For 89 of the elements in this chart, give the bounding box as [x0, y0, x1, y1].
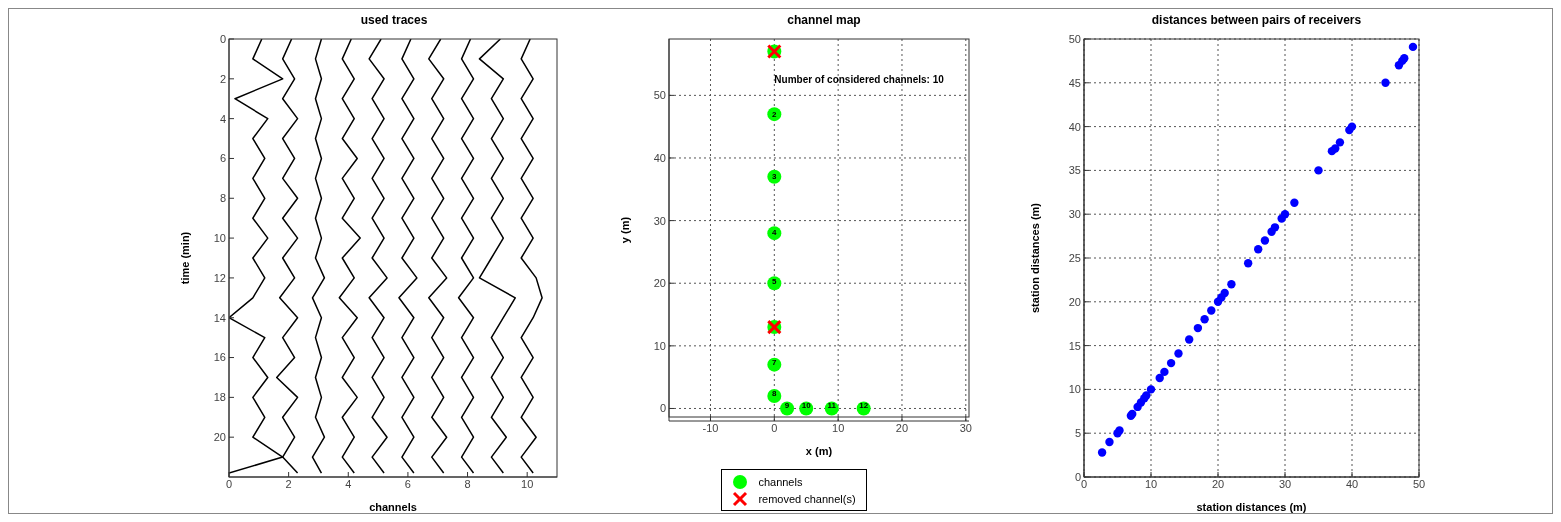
point [1200, 315, 1209, 324]
y-tick-label: 16 [213, 351, 226, 364]
point [1243, 259, 1253, 268]
y-tick-label: 10 [653, 339, 666, 352]
y-tick-label: 30 [1068, 208, 1081, 221]
y-tick-label: 0 [659, 402, 666, 415]
annotation: 8 [772, 388, 778, 398]
x-tick-label: 20 [895, 421, 909, 434]
x-axis-title: x (m) [805, 445, 833, 457]
annotation: 2 [772, 109, 778, 119]
y-tick-label: 8 [219, 192, 226, 205]
point [1174, 349, 1183, 358]
chart-title: distances between pairs of receivers [1150, 12, 1363, 29]
y-tick-label: 15 [1068, 339, 1081, 352]
x-tick-label: 20 [1211, 477, 1225, 490]
x-tick-label: 30 [959, 421, 972, 434]
y-tick-label: 50 [653, 89, 666, 102]
point [1290, 198, 1299, 208]
point [1227, 280, 1236, 289]
y-tick-label: 2 [219, 72, 226, 85]
point [1193, 323, 1203, 333]
point [1155, 373, 1164, 383]
point [1105, 437, 1114, 447]
annotation: 3 [772, 171, 778, 181]
y-tick-label: 10 [213, 232, 226, 244]
point [1207, 306, 1216, 315]
point [1097, 448, 1107, 457]
annotation: 4 [772, 227, 778, 237]
legend-label: removed channel(s) [758, 492, 856, 505]
annotation: 12 [859, 401, 869, 411]
y-tick-label: 14 [213, 311, 226, 324]
annotation: 10 [801, 401, 812, 411]
chart-title: channel map [786, 12, 862, 29]
x-tick-label: 10 [832, 421, 845, 434]
point [1146, 385, 1156, 394]
point [1254, 245, 1263, 254]
x-axis-title: channels [369, 501, 417, 513]
y-tick-label: 10 [1068, 383, 1081, 396]
x-tick-label: 10 [521, 477, 534, 490]
annotation: 9 [784, 401, 790, 411]
point [1220, 288, 1229, 298]
point [1347, 122, 1357, 131]
y-tick-label: 4 [219, 112, 226, 125]
y-axis-title: y (m) [618, 216, 631, 244]
point [1166, 358, 1176, 368]
y-tick-label: 20 [653, 277, 666, 290]
y-tick-label: 12 [213, 271, 226, 284]
x-tick-label: 6 [404, 477, 411, 490]
x-tick-label: 50 [1412, 477, 1426, 490]
annotation: 11 [827, 401, 837, 411]
x-tick-label: 10 [1144, 477, 1158, 490]
x-tick-label: 2 [285, 477, 292, 490]
y-tick-label: 0 [219, 32, 226, 45]
y-tick-label: 18 [213, 391, 226, 404]
point [1270, 223, 1280, 232]
y-tick-label: 35 [1068, 164, 1081, 177]
y-tick-label: 30 [653, 214, 666, 227]
y-axis-title: time (min) [178, 231, 191, 285]
point [1160, 367, 1169, 377]
y-tick-label: 20 [213, 431, 226, 444]
chart-title: used traces [359, 12, 429, 29]
y-tick-label: 6 [219, 152, 226, 165]
x-tick-label: 0 [771, 421, 778, 434]
x-tick-label: 30 [1278, 477, 1292, 490]
annotation: 7 [772, 357, 778, 367]
point [1314, 166, 1323, 175]
legend-label: channels [758, 475, 803, 488]
x-tick-label: 4 [345, 477, 352, 490]
point [1381, 78, 1390, 87]
y-tick-label: 45 [1068, 76, 1081, 89]
y-tick-label: 40 [653, 151, 666, 164]
point [1408, 42, 1418, 52]
y-tick-label: 40 [1068, 120, 1081, 133]
y-tick-label: 5 [1074, 427, 1081, 440]
point [1184, 335, 1194, 344]
point [1280, 210, 1290, 219]
point [1260, 236, 1270, 245]
x-tick-label: -10 [702, 421, 719, 434]
y-tick-label: 25 [1068, 251, 1081, 264]
y-tick-label: 20 [1068, 295, 1081, 308]
annotation: 5 [772, 277, 778, 287]
y-tick-label: 50 [1068, 32, 1081, 45]
point [1335, 138, 1345, 147]
x-axis-title: station distances (m) [1196, 501, 1307, 513]
x-tick-label: 40 [1345, 477, 1359, 490]
y-axis-title: station distances (m) [1028, 202, 1041, 314]
point [1331, 144, 1340, 153]
x-tick-label: 8 [464, 477, 471, 490]
annotation: Number of considered channels: 10 [774, 74, 944, 85]
